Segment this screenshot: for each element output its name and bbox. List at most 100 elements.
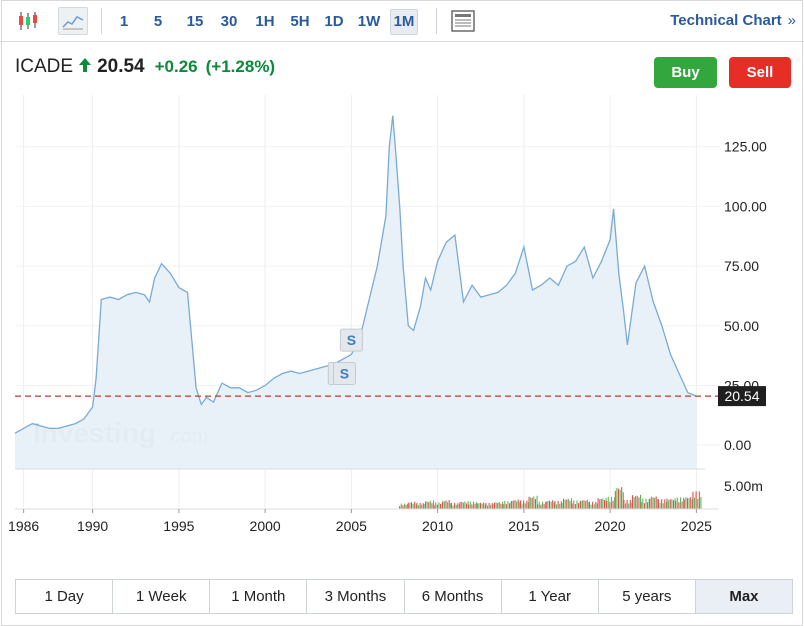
volume-bar [563,498,565,509]
y-tick-label: 50.00 [724,318,759,334]
interval-1[interactable]: 1 [119,13,129,30]
range-3-months[interactable]: 3 Months [307,580,405,613]
x-tick-label: 1986 [8,518,39,534]
volume-bar [407,503,409,509]
split-marker[interactable]: S [332,362,356,386]
sell-button[interactable]: Sell [729,57,791,88]
volume-bar [553,502,555,509]
volume-bar [645,498,647,509]
volume-bar [679,497,682,509]
range-1-year[interactable]: 1 Year [502,580,599,613]
price-line [14,115,697,434]
interval-1w[interactable]: 1W [357,13,381,30]
volume-bar [614,490,616,509]
volume-bar [603,500,605,509]
split-marker[interactable]: S [339,328,363,352]
volume-bar [661,499,663,509]
volume-bar [690,497,692,509]
volume-bar [491,503,493,509]
volume-bar [672,500,674,509]
volume-bar [540,504,542,509]
area-chart-icon[interactable] [58,7,88,35]
interval-5h[interactable]: 5H [290,13,310,30]
volume-bar [640,501,642,509]
volume-bar [454,502,456,509]
volume-bar [484,504,486,509]
volume-bar [592,501,594,509]
x-tick-label: 2015 [508,518,539,534]
news-panel-icon[interactable] [449,7,477,35]
volume-bar [435,502,437,509]
volume-bar [642,498,644,509]
quote-header: ICADE 20.54 +0.26 (+1.28%) [15,56,275,78]
range-1-day[interactable]: 1 Day [16,580,114,613]
volume-bar [516,501,518,509]
volume-bar [447,502,449,509]
volume-bar [593,504,595,509]
volume-bar [419,502,421,509]
volume-bar [590,504,592,509]
volume-bar [428,502,430,509]
volume-bar [490,504,492,509]
volume-bar [674,498,676,509]
volume-bar [557,501,559,509]
volume-bar [588,502,590,509]
volume-bar [399,505,401,509]
interval-15[interactable]: 15 [186,13,204,30]
x-tick-label: 1990 [77,518,108,534]
volume-bar [622,492,624,509]
range-6-months[interactable]: 6 Months [405,580,502,613]
volume-bar [409,502,411,509]
buy-button[interactable]: Buy [654,57,717,88]
volume-bar [433,500,435,509]
technical-chart-link[interactable]: Technical Chart » [670,12,796,29]
volume-bar [534,499,536,509]
volume-bar [426,501,428,509]
volume-axis-label: 5.00m [724,478,763,494]
current-price-label: 20.54 [724,388,759,404]
range-1-week[interactable]: 1 Week [113,580,211,613]
current-price-tag [718,386,766,407]
volume-bar [443,501,445,509]
volume-bar [602,498,604,509]
volume-bar [633,496,635,509]
volume-bar [494,502,496,509]
volume-bar [511,500,513,509]
interval-30[interactable]: 30 [220,13,238,30]
volume-bar [665,502,667,509]
volume-bar [580,501,582,509]
range-5-years[interactable]: 5 years [599,580,696,613]
volume-bar [555,504,558,509]
volume-bar [524,503,526,509]
volume-bar [493,504,495,509]
volume-bar [526,500,528,509]
x-tick-label: 2000 [250,518,281,534]
volume-bar [616,487,618,509]
volume-bar [442,501,444,509]
volume-bar [571,503,573,509]
toolbar-divider [101,8,102,34]
x-tick-label: 2025 [681,518,712,534]
volume-bar [436,504,438,509]
technical-chart-label: Technical Chart [670,12,782,29]
volume-bar [650,496,652,509]
price-chart[interactable]: Investing.com20.540.0025.0050.0075.00100… [0,95,804,545]
volume-bar [683,499,685,509]
volume-bar [523,500,525,509]
volume-bar [647,502,649,509]
range-1-month[interactable]: 1 Month [210,580,308,613]
svg-text:S: S [340,366,349,382]
volume-bar [488,502,490,509]
volume-bar [606,500,608,509]
volume-bar [478,503,480,509]
volume-bar [654,497,656,509]
volume-bar [530,497,532,509]
interval-1m[interactable]: 1M [390,9,418,35]
candlestick-chart-icon[interactable] [14,7,42,35]
interval-1h[interactable]: 1H [255,13,275,30]
range-max[interactable]: Max [695,580,792,613]
interval-5[interactable]: 5 [153,13,163,30]
double-chevron-right-icon: » [787,12,796,29]
volume-bar [481,503,483,509]
interval-1d[interactable]: 1D [324,13,344,30]
